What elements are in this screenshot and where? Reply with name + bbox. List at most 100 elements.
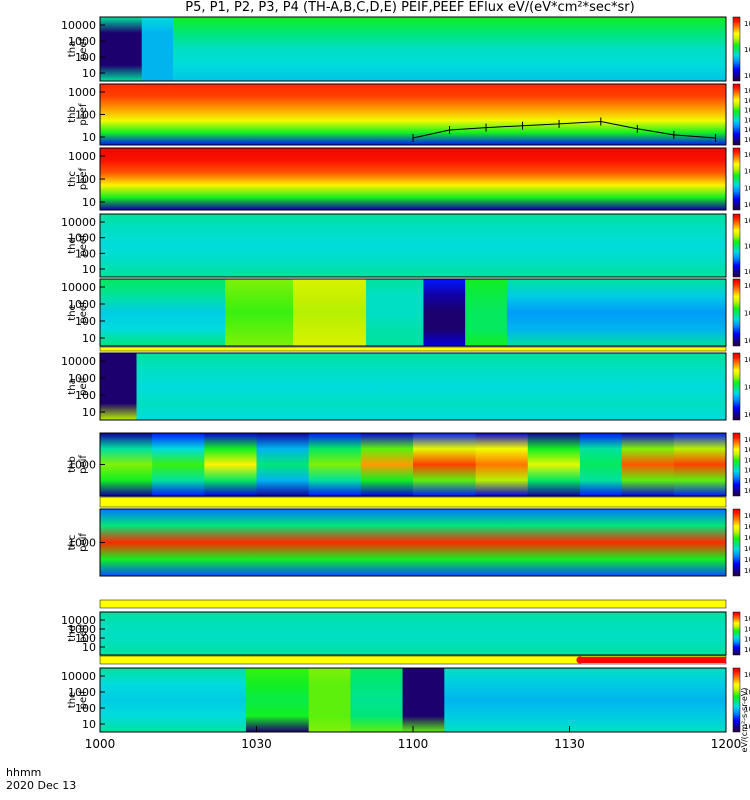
panel-label-product: peif: [78, 533, 89, 552]
colorbar-tick-label: 10⁴: [744, 384, 750, 392]
y-tick-label: 10: [82, 718, 96, 731]
colorbar-tick-label: 10³: [744, 411, 750, 419]
spectrogram-column: [579, 433, 623, 496]
y-tick-label: 10: [82, 332, 96, 345]
y-tick-label: 10: [82, 131, 96, 144]
panel-label-probe: the: [67, 304, 78, 320]
y-tick-label: 100: [75, 173, 96, 186]
spectrogram-column: [204, 433, 257, 496]
colorbar-tick-label: 10⁴: [744, 556, 750, 564]
panel-frame: [99, 278, 727, 347]
colorbar-tick-label: 10⁶: [744, 243, 750, 251]
colorbar: [732, 352, 741, 421]
spectrogram-column: [506, 279, 727, 346]
panel-label-probe: tha: [67, 41, 78, 57]
colorbar-tick-label: 10⁸: [744, 512, 750, 520]
spectrogram-column: [173, 17, 727, 81]
spectrogram-column: [308, 433, 362, 496]
panel-label-product: peef: [78, 301, 89, 324]
y-tick-label: 10: [82, 263, 96, 276]
y-tick-label: 100: [75, 51, 96, 64]
spectrogram-column: [621, 433, 675, 496]
panel-label-probe: thb: [67, 456, 78, 473]
colorbar-tick-label: 10⁷: [744, 523, 750, 531]
spectrogram-column: [366, 279, 424, 346]
y-tick-label: 1000: [68, 459, 96, 472]
colorbar: [732, 83, 741, 146]
y-tick-label: 100: [75, 632, 96, 645]
y-tick-label: 10: [82, 641, 96, 654]
panel-label-probe: tha: [67, 378, 78, 394]
x-tick-label: 1200: [711, 737, 742, 751]
y-tick-label: 1000: [68, 86, 96, 99]
panel-frame: [99, 352, 727, 421]
spectrogram-column: [465, 279, 508, 346]
colorbar-tick-label: 10⁴: [744, 72, 750, 80]
colorbar-tick-label: 10⁴: [744, 723, 750, 731]
y-tick-label: 100: [75, 109, 96, 122]
x-tick-label: 1100: [398, 737, 429, 751]
spectrogram-column: [308, 668, 351, 732]
colorbar-tick-label: 10⁵: [744, 116, 750, 124]
spectrogram-column: [246, 668, 310, 732]
y-tick-label: 10: [82, 406, 96, 419]
flag-bar: [99, 599, 727, 609]
panel-label-probe: thc: [67, 535, 78, 551]
panel-label-product: peef: [78, 103, 89, 126]
panel-label-product: peif: [78, 455, 89, 474]
panel-label-product: peif: [78, 377, 89, 396]
colorbar-tick-label: 10⁴: [744, 268, 750, 276]
colorbar-tick-label: 10⁴: [744, 646, 750, 654]
panel-frame: [99, 611, 727, 656]
panel-frame: [99, 213, 727, 278]
colorbar-tick-label: 10²: [744, 201, 750, 209]
panel-label-probe: thd: [67, 237, 78, 254]
colorbar-tick-label: 10⁷: [744, 446, 750, 454]
spectrogram-column: [100, 148, 727, 210]
y-tick-label: 100: [75, 389, 96, 402]
panel-label-product: peif: [78, 624, 89, 643]
spectrogram-column: [100, 612, 727, 655]
colorbar-tick-label: 10⁸: [744, 436, 750, 444]
y-tick-label: 1000: [68, 537, 96, 550]
flag-bar-marker: [576, 656, 584, 664]
y-tick-label: 1000: [68, 623, 96, 636]
colorbar-tick-label: 10⁵: [744, 706, 750, 714]
panel-label-product: peef: [78, 234, 89, 257]
y-tick-label: 10: [82, 67, 96, 80]
flag-bar-red-segment: [579, 657, 726, 663]
colorbar-tick-label: 10⁵: [744, 356, 750, 364]
colorbar-tick-label: 10⁸: [744, 217, 750, 225]
colorbar-tick-label: 10⁴: [744, 126, 750, 134]
y-tick-label: 10000: [61, 614, 96, 627]
colorbar-tick-label: 10⁵: [744, 545, 750, 553]
spectrogram-column: [360, 433, 414, 496]
colorbar-tick-label: 10³: [744, 567, 750, 575]
spectrogram-column: [136, 353, 727, 420]
colorbar: [732, 213, 741, 278]
spectrogram-column: [413, 433, 477, 496]
spectrogram-column: [100, 353, 138, 420]
spectrogram-column: [673, 433, 727, 496]
x-tick-label: 1000: [85, 737, 116, 751]
spectrogram-column: [256, 433, 310, 496]
colorbar-tick-label: 10⁶: [744, 534, 750, 542]
colorbar-tick-label: 10⁶: [744, 688, 750, 696]
x-tick-label: 1030: [241, 737, 272, 751]
colorbar-tick-label: 10⁶: [744, 168, 750, 176]
y-tick-label: 1000: [68, 150, 96, 163]
colorbar: [732, 432, 741, 497]
colorbar-tick-label: 10⁴: [744, 477, 750, 485]
spectrogram-column: [402, 668, 445, 732]
spectrogram-column: [100, 668, 247, 732]
panel-label-product: peif: [78, 690, 89, 709]
y-tick-label: 1000: [68, 232, 96, 245]
spectrogram-column: [152, 433, 205, 496]
colorbar-tick-label: 10⁶: [744, 456, 750, 464]
panel-label-probe: thb: [67, 106, 78, 123]
colorbar-tick-label: 10⁶: [744, 310, 750, 318]
colorbar-tick-label: 10⁶: [744, 107, 750, 115]
colorbar-tick-label: 10⁷: [744, 615, 750, 623]
